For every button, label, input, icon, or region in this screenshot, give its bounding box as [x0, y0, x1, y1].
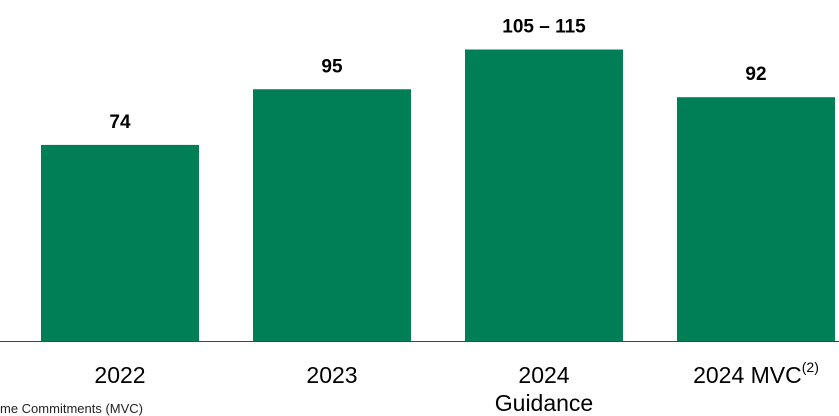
- bar-2: [253, 89, 411, 341]
- category-label-3: 2024: [518, 362, 569, 388]
- bar-4: [677, 97, 835, 341]
- bar-1: [41, 144, 199, 341]
- category-label-2: 2023: [306, 362, 357, 388]
- data-label-1: 74: [109, 112, 131, 133]
- data-label-2: 95: [321, 56, 343, 77]
- category-sublabel-3: Guidance: [495, 390, 593, 414]
- data-labels-group: 74 95 105 – 115 92: [109, 17, 766, 133]
- category-label-4: 2024 MVC(2): [693, 359, 819, 388]
- data-label-3: 105 – 115: [502, 17, 586, 38]
- bars-group: [41, 49, 835, 341]
- data-label-4: 92: [745, 64, 766, 85]
- footnote-text: me Commitments (MVC): [0, 401, 144, 416]
- bar-3: [465, 49, 623, 341]
- category-superscript-4: (2): [802, 359, 819, 375]
- category-label-1: 2022: [94, 362, 145, 388]
